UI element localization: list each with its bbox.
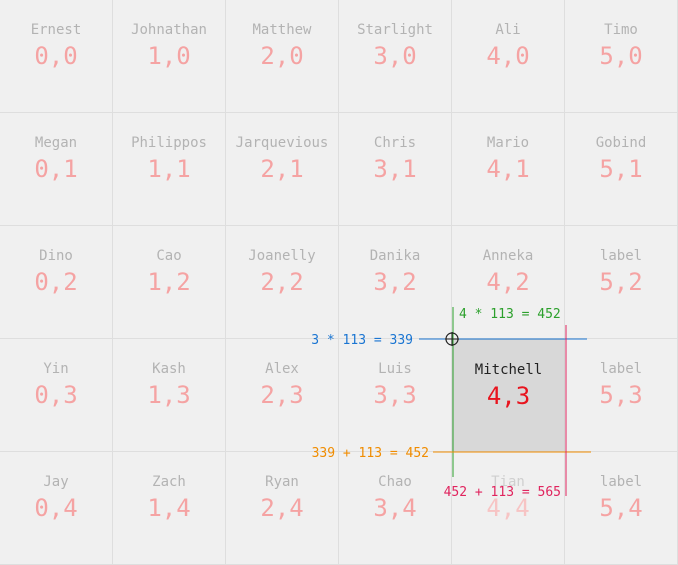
cell-name: Megan	[34, 135, 78, 151]
cell-coordinate: 1,3	[147, 381, 191, 409]
cell-coordinate: 5,1	[599, 155, 643, 183]
grid-cell[interactable]: Yin 0,3	[0, 339, 113, 452]
cell-name: Ali	[495, 22, 521, 38]
grid-cell[interactable]: Kash 1,3	[113, 339, 226, 452]
grid-cell[interactable]: Cao 1,2	[113, 226, 226, 339]
cell-coordinate: 2,3	[260, 381, 304, 409]
cell-name: label	[599, 248, 643, 264]
cell-name: Chris	[373, 135, 417, 151]
cell-name: Jay	[43, 474, 69, 490]
grid-cell[interactable]: Megan 0,1	[0, 113, 113, 226]
right-edge-label: 452 + 113 = 565	[444, 485, 561, 500]
cell-coordinate: 4,2	[486, 268, 530, 296]
cell-name: label	[599, 474, 643, 490]
cell-name: Jarquevious	[235, 135, 329, 151]
cell-name: Cao	[156, 248, 182, 264]
cell-coordinate: 0,3	[34, 381, 78, 409]
grid-cell[interactable]: Gobind 5,1	[565, 113, 678, 226]
cell-name: Tian	[491, 474, 525, 490]
grid-cell-selected[interactable]: Mitchell 4,3	[452, 339, 565, 452]
grid-cell[interactable]: Philippos 1,1	[113, 113, 226, 226]
cell-coordinate: 2,4	[260, 494, 304, 522]
cell-coordinate: 4,3	[486, 382, 531, 410]
cell-coordinate: 0,4	[34, 494, 78, 522]
grid-cell[interactable]: Ernest 0,0	[0, 0, 113, 113]
cell-name: Danika	[369, 248, 421, 264]
cell-name: Gobind	[595, 135, 647, 151]
cell-coordinate: 1,2	[147, 268, 191, 296]
cell-coordinate: 5,3	[599, 381, 643, 409]
grid-cell[interactable]: Matthew 2,0	[226, 0, 339, 113]
cell-coordinate: 0,1	[34, 155, 78, 183]
bottom-edge-label: 339 + 113 = 452	[312, 446, 429, 461]
cell-coordinate: 5,4	[599, 494, 643, 522]
cell-name: Kash	[152, 361, 186, 377]
cell-coordinate: 1,1	[147, 155, 191, 183]
grid-cell[interactable]: Dino 0,2	[0, 226, 113, 339]
cell-coordinate: 4,0	[486, 42, 530, 70]
cell-name: Yin	[43, 361, 69, 377]
cell-name: Starlight	[357, 22, 433, 38]
grid-cell[interactable]: Jarquevious 2,1	[226, 113, 339, 226]
grid-cell[interactable]: Chris 3,1	[339, 113, 452, 226]
grid-cell[interactable]: Jay 0,4	[0, 452, 113, 565]
cell-name: Ryan	[265, 474, 299, 490]
cell-coordinate: 0,0	[34, 42, 78, 70]
cell-name: Joanelly	[248, 248, 316, 264]
cell-coordinate: 1,0	[147, 42, 191, 70]
grid-cell[interactable]: Starlight 3,0	[339, 0, 452, 113]
left-edge-label: 4 * 113 = 452	[459, 307, 561, 322]
cell-coordinate: 3,4	[373, 494, 417, 522]
cell-name: Anneka	[482, 248, 534, 264]
grid-cell[interactable]: Joanelly 2,2	[226, 226, 339, 339]
cell-coordinate: 1,4	[147, 494, 191, 522]
grid-cell[interactable]: Alex 2,3	[226, 339, 339, 452]
grid-cell[interactable]: Danika 3,2	[339, 226, 452, 339]
cell-name: Philippos	[131, 135, 207, 151]
grid-cell[interactable]: Luis 3,3	[339, 339, 452, 452]
cell-coordinate: 3,0	[373, 42, 417, 70]
cell-coordinate: 2,0	[260, 42, 304, 70]
grid-cell[interactable]: Anneka 4,2	[452, 226, 565, 339]
top-edge-label: 3 * 113 = 339	[311, 333, 413, 348]
grid-cell[interactable]: Johnathan 1,0	[113, 0, 226, 113]
grid-cell[interactable]: Chao 3,4	[339, 452, 452, 565]
cell-coordinate: 5,2	[599, 268, 643, 296]
cell-name: Dino	[39, 248, 73, 264]
cell-coordinate: 2,1	[260, 155, 304, 183]
cell-coordinate: 5,0	[599, 42, 643, 70]
cell-name: Timo	[604, 22, 638, 38]
cell-coordinate: 0,2	[34, 268, 78, 296]
cell-name: Johnathan	[131, 22, 207, 38]
cell-coordinate: 4,4	[486, 494, 530, 522]
cell-name: Mario	[486, 135, 530, 151]
cell-coordinate: 3,3	[373, 381, 417, 409]
grid-cell[interactable]: Ryan 2,4	[226, 452, 339, 565]
cell-name: Zach	[152, 474, 186, 490]
cell-coordinate: 2,2	[260, 268, 304, 296]
cell-name: Mitchell	[474, 362, 543, 378]
cell-coordinate: 4,1	[486, 155, 530, 183]
cell-coordinate: 3,1	[373, 155, 417, 183]
grid-cell[interactable]: Mario 4,1	[452, 113, 565, 226]
grid-cell[interactable]: Ali 4,0	[452, 0, 565, 113]
cell-name: Chao	[378, 474, 412, 490]
cell-name: label	[599, 361, 643, 377]
cell-coordinate: 3,2	[373, 268, 417, 296]
cell-name: Alex	[265, 361, 299, 377]
cell-name: Ernest	[30, 22, 82, 38]
cell-name: Luis	[378, 361, 412, 377]
cell-name: Matthew	[252, 22, 312, 38]
